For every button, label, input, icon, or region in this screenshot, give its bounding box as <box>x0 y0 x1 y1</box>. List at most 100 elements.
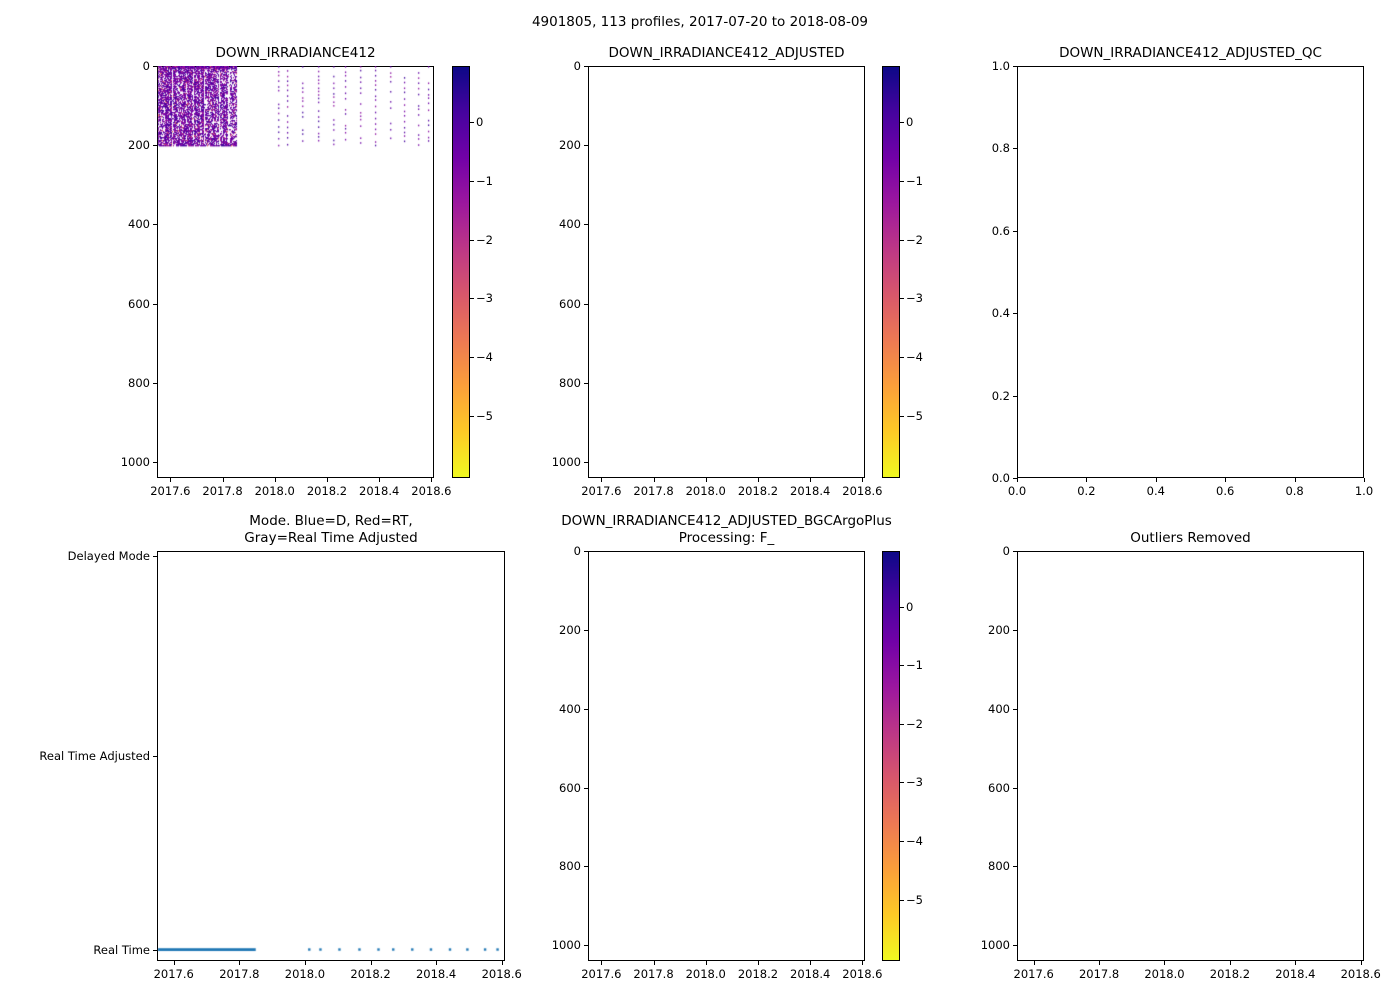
colorbar-tick-mark-down-irradiance412-adjusted-bgcargoplus <box>900 723 904 725</box>
x-tick-label-down-irradiance412-adjusted-qc: 0.0 <box>1007 484 1027 498</box>
y-tick-mark-down-irradiance412-adjusted-bgcargoplus <box>584 866 588 868</box>
x-tick-mark-down-irradiance412-adjusted <box>653 478 655 482</box>
y-tick-label-down-irradiance412-adjusted: 0 <box>573 59 581 73</box>
colorbar-tick-label-down-irradiance412-adjusted-bgcargoplus: −3 <box>906 775 923 790</box>
y-tick-mark-down-irradiance412 <box>153 382 157 384</box>
y-tick-label-down-irradiance412-adjusted-bgcargoplus: 0 <box>573 544 581 558</box>
y-cat-label-mode: Real Time <box>93 942 150 957</box>
y-cat-label-mode: Real Time Adjusted <box>39 749 150 763</box>
x-tick-mark-down-irradiance412-adjusted <box>757 478 759 482</box>
y-tick-mark-down-irradiance412-adjusted <box>584 382 588 384</box>
plot-area-down-irradiance412-adjusted-qc <box>1017 66 1364 478</box>
y-tick-mark-outliers-removed <box>1013 945 1017 947</box>
x-tick-label-outliers-removed: 2018.0 <box>1144 967 1185 981</box>
data-layer-mode <box>157 551 505 961</box>
y-tick-mark-down-irradiance412-adjusted-qc <box>1013 478 1017 479</box>
y-tick-label-outliers-removed: 1000 <box>980 938 1010 953</box>
colorbar-tick-mark-down-irradiance412-adjusted <box>900 180 904 182</box>
x-tick-mark-down-irradiance412 <box>326 478 328 482</box>
y-tick-mark-down-irradiance412-adjusted-qc <box>1013 230 1017 232</box>
colorbar-tick-label-down-irradiance412-adjusted-bgcargoplus: 0 <box>906 599 914 614</box>
x-tick-label-down-irradiance412-adjusted: 2018.4 <box>790 484 831 498</box>
x-tick-mark-down-irradiance412 <box>274 478 276 482</box>
y-tick-mark-down-irradiance412 <box>153 303 157 305</box>
x-tick-mark-down-irradiance412 <box>222 478 224 482</box>
x-tick-mark-outliers-removed <box>1033 961 1035 965</box>
colorbar-tick-mark-down-irradiance412 <box>470 357 474 359</box>
x-tick-label-down-irradiance412-adjusted: 2018.2 <box>737 484 779 498</box>
colorbar-tick-label-down-irradiance412-adjusted-bgcargoplus: −4 <box>906 833 923 848</box>
y-tick-label-down-irradiance412-adjusted-bgcargoplus: 1000 <box>551 938 581 953</box>
y-tick-label-down-irradiance412-adjusted-bgcargoplus: 200 <box>559 622 581 637</box>
x-tick-label-mode: 2018.4 <box>415 967 457 981</box>
colorbar-tick-mark-down-irradiance412-adjusted-bgcargoplus <box>900 606 904 608</box>
x-tick-label-down-irradiance412-adjusted-bgcargoplus: 2018.4 <box>790 967 831 981</box>
subplot-title-outliers-removed: Outliers Removed <box>1130 530 1251 546</box>
subplot-title-down-irradiance412-adjusted: DOWN_IRRADIANCE412_ADJUSTED <box>608 45 845 61</box>
y-tick-label-down-irradiance412-adjusted: 200 <box>559 138 581 153</box>
x-tick-mark-down-irradiance412-adjusted-qc <box>1155 478 1157 482</box>
x-tick-mark-mode <box>304 961 306 965</box>
x-tick-mark-down-irradiance412-adjusted-bgcargoplus <box>810 961 812 965</box>
x-tick-label-down-irradiance412-adjusted: 2018.6 <box>842 484 883 498</box>
y-cat-label-mode: Delayed Mode <box>67 548 150 563</box>
subplot-title-mode: Gray=Real Time Adjusted <box>244 530 418 546</box>
x-tick-mark-mode <box>436 961 438 965</box>
colorbar-tick-mark-down-irradiance412-adjusted <box>900 298 904 300</box>
colorbar-tick-label-down-irradiance412: −1 <box>476 173 493 188</box>
y-tick-mark-down-irradiance412-adjusted <box>584 462 588 464</box>
colorbar-tick-mark-down-irradiance412-adjusted <box>900 357 904 359</box>
x-tick-mark-down-irradiance412-adjusted <box>601 478 603 482</box>
y-tick-mark-mode <box>153 756 157 757</box>
y-tick-label-down-irradiance412-adjusted-bgcargoplus: 800 <box>559 859 581 874</box>
colorbar-tick-mark-down-irradiance412-adjusted-bgcargoplus <box>900 782 904 784</box>
x-tick-mark-down-irradiance412 <box>431 478 433 482</box>
y-tick-mark-outliers-removed <box>1013 787 1017 789</box>
colorbar-down-irradiance412-adjusted <box>882 66 900 478</box>
x-tick-mark-down-irradiance412-adjusted-bgcargoplus <box>757 961 759 965</box>
colorbar-tick-label-down-irradiance412: 0 <box>476 114 484 129</box>
x-tick-label-mode: 2018.6 <box>481 967 522 981</box>
y-tick-mark-mode <box>153 555 157 557</box>
x-tick-mark-down-irradiance412 <box>170 478 172 482</box>
y-tick-mark-down-irradiance412-adjusted-bgcargoplus <box>584 708 588 710</box>
x-tick-label-down-irradiance412-adjusted: 2017.8 <box>633 484 674 498</box>
y-tick-mark-down-irradiance412 <box>153 145 157 147</box>
y-tick-mark-down-irradiance412 <box>153 66 157 67</box>
x-tick-label-outliers-removed: 2018.4 <box>1275 967 1316 981</box>
y-tick-label-down-irradiance412-adjusted-qc: 0.2 <box>991 388 1010 403</box>
colorbar-tick-label-down-irradiance412: −5 <box>476 409 493 424</box>
x-tick-label-down-irradiance412: 2018.0 <box>254 484 295 498</box>
data-layer-down-irradiance412 <box>157 66 434 478</box>
x-tick-mark-outliers-removed <box>1360 961 1362 965</box>
x-tick-label-down-irradiance412: 2018.6 <box>411 484 452 498</box>
y-tick-mark-down-irradiance412-adjusted <box>584 224 588 226</box>
colorbar-tick-label-down-irradiance412: −2 <box>476 232 493 247</box>
y-tick-label-down-irradiance412: 200 <box>128 138 150 153</box>
x-tick-label-down-irradiance412-adjusted-bgcargoplus: 2017.8 <box>633 967 674 981</box>
y-tick-mark-down-irradiance412-adjusted-qc <box>1013 148 1017 150</box>
plot-area-outliers-removed <box>1017 551 1364 961</box>
colorbar-tick-mark-down-irradiance412 <box>470 416 474 418</box>
y-tick-mark-down-irradiance412-adjusted-qc <box>1013 66 1017 67</box>
y-tick-label-down-irradiance412-adjusted-qc: 1.0 <box>991 59 1010 73</box>
x-tick-label-down-irradiance412-adjusted-qc: 0.8 <box>1285 484 1304 498</box>
x-tick-mark-mode <box>173 961 175 965</box>
x-tick-label-mode: 2018.2 <box>350 967 391 981</box>
y-tick-label-down-irradiance412: 600 <box>128 296 150 311</box>
colorbar-tick-mark-down-irradiance412 <box>470 121 474 123</box>
x-tick-mark-outliers-removed <box>1229 961 1231 965</box>
x-tick-mark-mode <box>370 961 372 965</box>
colorbar-tick-label-down-irradiance412-adjusted: −1 <box>906 173 923 188</box>
x-tick-label-down-irradiance412: 2018.2 <box>306 484 348 498</box>
y-tick-mark-down-irradiance412-adjusted-qc <box>1013 395 1017 397</box>
x-tick-label-down-irradiance412-adjusted-bgcargoplus: 2018.2 <box>737 967 779 981</box>
x-tick-label-down-irradiance412-adjusted-qc: 0.6 <box>1216 484 1235 498</box>
colorbar-tick-mark-down-irradiance412 <box>470 180 474 182</box>
colorbar-tick-mark-down-irradiance412-adjusted <box>900 416 904 418</box>
y-tick-label-outliers-removed: 400 <box>988 701 1010 716</box>
x-tick-label-down-irradiance412: 2018.4 <box>359 484 400 498</box>
x-tick-mark-down-irradiance412-adjusted <box>862 478 864 482</box>
x-tick-mark-down-irradiance412-adjusted-bgcargoplus <box>653 961 655 965</box>
